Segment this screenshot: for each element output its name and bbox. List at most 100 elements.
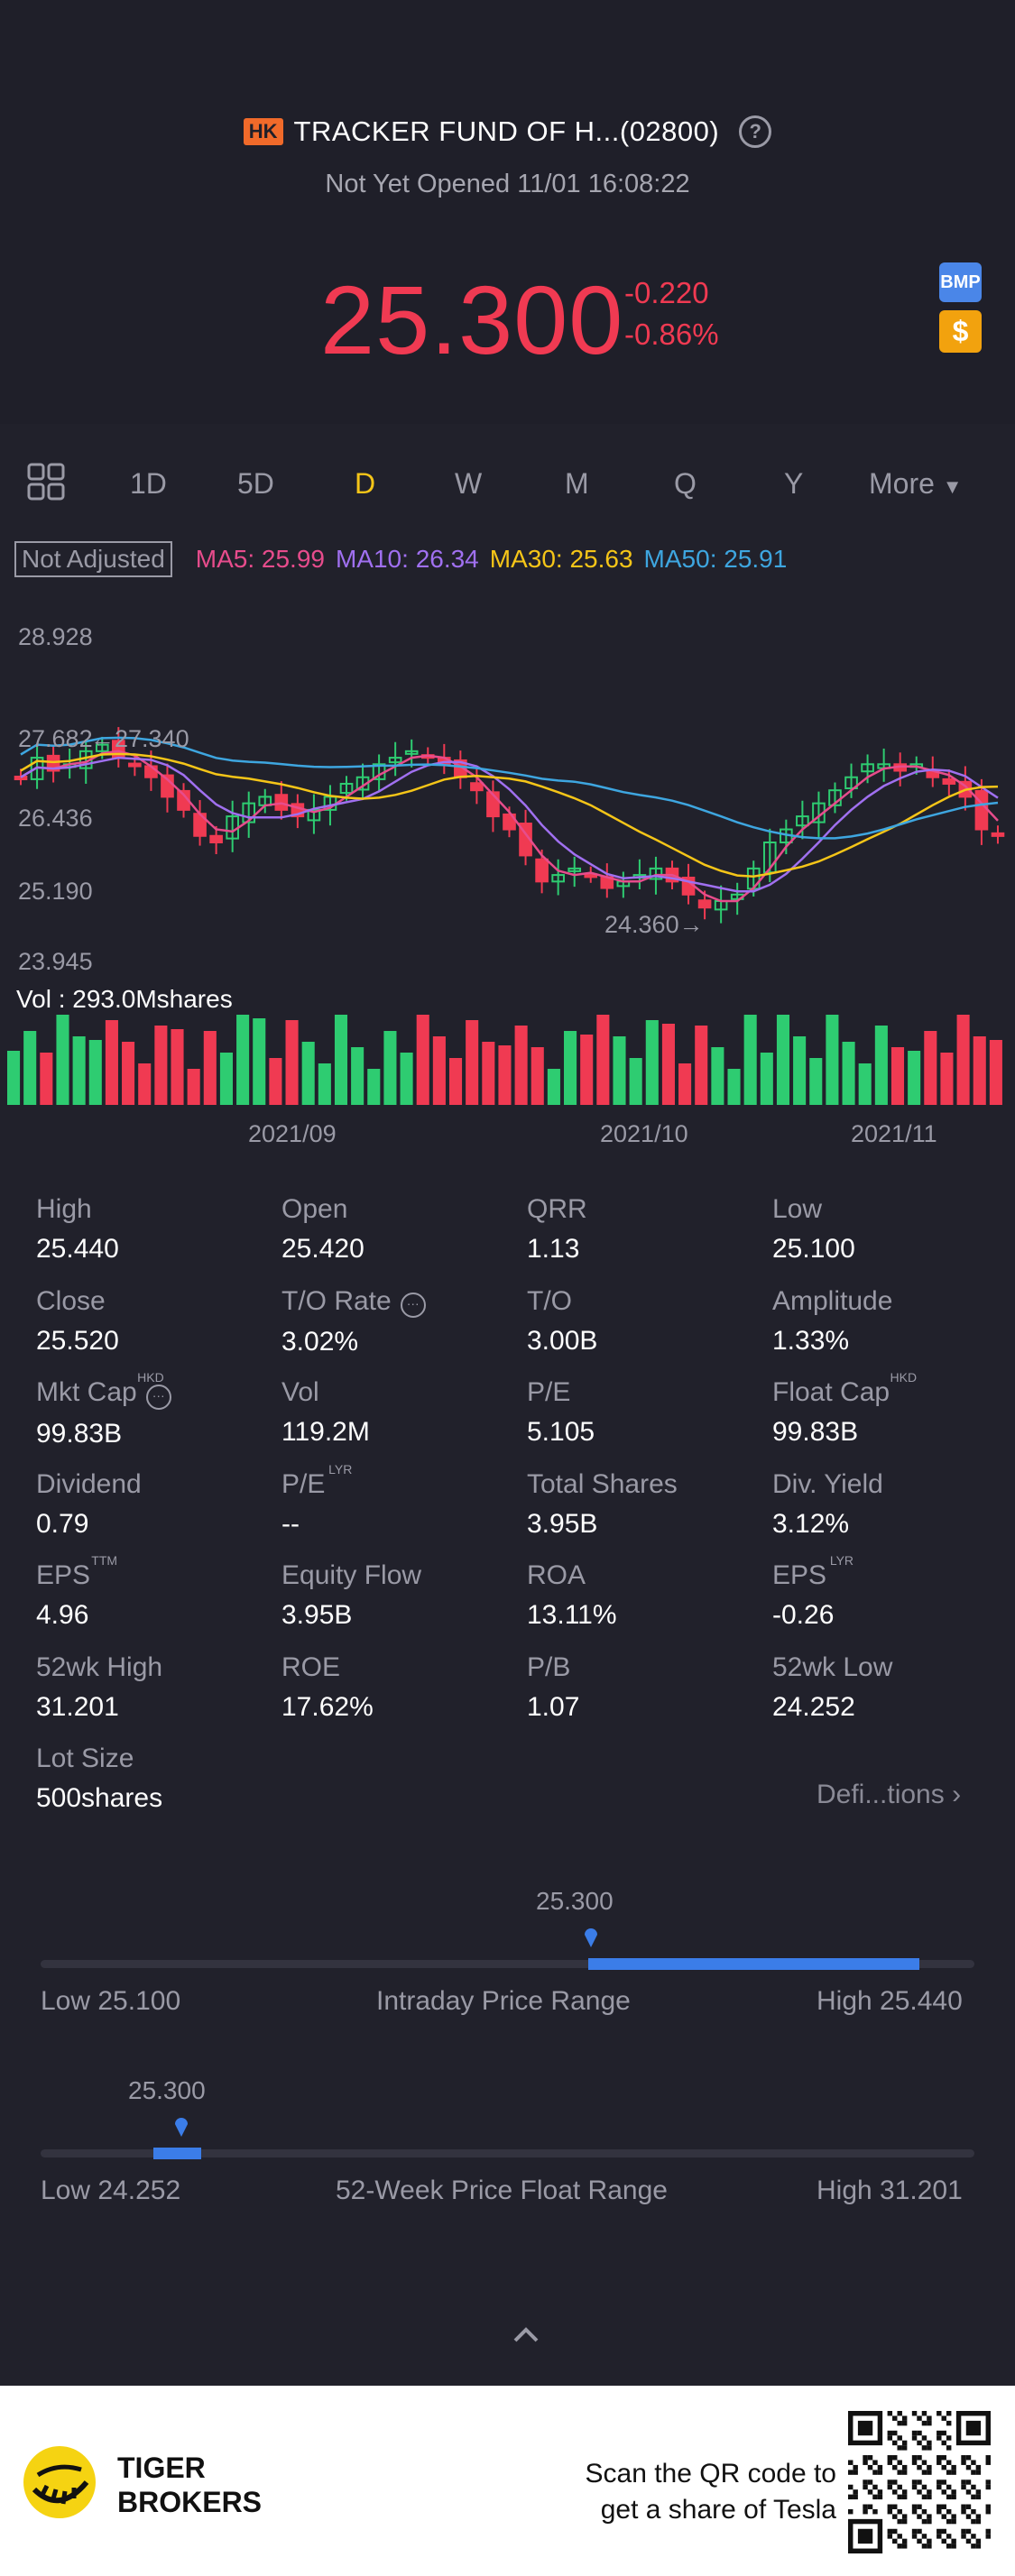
last-price: 25.300 [320, 265, 624, 374]
promo-footer[interactable]: TIGER BROKERS Scan the QR code to get a … [0, 2386, 1015, 2576]
volume-bar [973, 1036, 986, 1105]
dollar-icon[interactable]: $ [939, 310, 982, 353]
volume-group [7, 1015, 1002, 1105]
intraday-low: Low 25.100 [41, 1986, 181, 2016]
stat-label-row: Close [36, 1286, 271, 1317]
volume-bar [661, 1024, 675, 1105]
x-tick-label: 2021/11 [851, 1120, 937, 1147]
stat-sup: LYR [829, 1553, 854, 1568]
intraday-title: Intraday Price Range [376, 1986, 631, 2016]
volume-bar [531, 1047, 544, 1105]
week52-title: 52-Week Price Float Range [336, 2176, 668, 2205]
candlestick-chart[interactable]: 28.928 27.682 ←27.340 26.436 25.190 24.3… [0, 613, 1015, 1164]
stat-item: Low 25.100 [772, 1194, 1007, 1265]
volume-bar [253, 1018, 266, 1105]
stat-label-row: T/O Rate ··· [281, 1286, 516, 1319]
location-pin-icon [585, 1928, 597, 1947]
stat-label: Dividend [36, 1468, 142, 1499]
stat-label-row: 52wk High [36, 1652, 271, 1683]
candle-body [567, 867, 582, 872]
layout-grid-icon[interactable] [27, 463, 65, 501]
stat-label: T/O [527, 1285, 572, 1316]
stat-label: EPS [772, 1560, 827, 1590]
volume-bar [842, 1042, 855, 1105]
stat-item: 52wk Low 24.252 [772, 1652, 1007, 1723]
volume-bar [88, 1040, 102, 1105]
candle-body [796, 815, 809, 827]
tab-y[interactable]: Y [784, 467, 804, 500]
tab-w[interactable]: W [455, 467, 483, 500]
stat-label: Float Cap [772, 1377, 890, 1407]
stat-label: Lot Size [36, 1743, 134, 1773]
stat-label: ROA [527, 1560, 586, 1590]
quote-header: HK TRACKER FUND OF H...(02800) ? Not Yet… [0, 0, 1015, 424]
chevron-up-icon[interactable] [512, 2325, 540, 2343]
y-tick-label: 26.436 [18, 805, 93, 832]
ma10-value: MA10: 26.34 [335, 545, 479, 573]
volume-bar [580, 1035, 594, 1105]
stat-item: Close 25.520 [36, 1286, 271, 1357]
stat-value: 13.11% [527, 1600, 617, 1630]
tab-d[interactable]: D [355, 467, 376, 500]
week52-fill [153, 2148, 201, 2159]
stat-value: 99.83B [36, 1418, 123, 1449]
volume-bar [711, 1047, 724, 1105]
stat-item: Equity Flow 3.95B [281, 1560, 516, 1631]
stat-item: EPS TTM 4.96 [36, 1553, 271, 1631]
volume-bar [989, 1040, 1002, 1105]
adjust-toggle[interactable]: Not Adjusted [14, 541, 172, 577]
stat-value: 3.00B [527, 1325, 598, 1356]
stat-label: T/O Rate [281, 1285, 392, 1316]
volume-bar [645, 1020, 659, 1105]
y-tick-label: 25.190 [18, 878, 93, 905]
stat-label-row: High [36, 1194, 271, 1225]
candle-body [470, 782, 484, 792]
stat-label-row: QRR [527, 1194, 761, 1225]
week52-high: High 31.201 [817, 2176, 963, 2205]
stat-value: -- [281, 1508, 300, 1539]
tab-q[interactable]: Q [674, 467, 697, 500]
tab-more[interactable]: More ▼ [869, 467, 963, 501]
stat-value: 17.62% [281, 1691, 374, 1722]
tab-m[interactable]: M [565, 467, 589, 500]
definitions-link[interactable]: Defi...tions › [817, 1780, 961, 1810]
ma5-value: MA5: 25.99 [195, 545, 325, 573]
high-marker: ←27.340 [90, 725, 189, 752]
volume-bar [219, 1053, 233, 1105]
tab-1d[interactable]: 1D [130, 467, 167, 500]
volume-bar [72, 1036, 86, 1105]
stat-value: 3.95B [281, 1600, 353, 1630]
tab-5d[interactable]: 5D [237, 467, 274, 500]
candle-body [388, 757, 402, 764]
candle-body [697, 899, 712, 909]
more-info-icon[interactable]: ··· [145, 1384, 171, 1410]
scan-text: Scan the QR code to get a share of Tesla [586, 2456, 837, 2528]
ma-line [20, 756, 999, 893]
help-icon[interactable]: ? [739, 115, 772, 148]
qr-code[interactable] [848, 2411, 991, 2553]
volume-bar [826, 1015, 839, 1105]
stat-value: 31.201 [36, 1691, 119, 1722]
volume-bar [7, 1051, 21, 1105]
stat-value: 500shares [36, 1783, 163, 1813]
ma-line [20, 736, 999, 840]
stat-label-row: EPS TTM [36, 1553, 271, 1591]
definitions-label: Defi...tions [817, 1780, 945, 1809]
volume-bar [23, 1031, 37, 1105]
tiger-logo-icon [23, 2446, 96, 2518]
stat-label-row: T/O [527, 1286, 761, 1317]
volume-bar [56, 1015, 69, 1105]
stat-item: Div. Yield 3.12% [772, 1469, 1007, 1540]
stat-sup: HKD [890, 1370, 918, 1385]
stat-label-row: P/E [527, 1377, 761, 1408]
stat-label-wrap: EPS LYR [772, 1553, 854, 1591]
volume-bar [122, 1042, 135, 1105]
volume-bar [318, 1063, 331, 1105]
stat-sup: HKD [137, 1370, 164, 1385]
volume-bar [301, 1042, 315, 1105]
bmp-icon[interactable]: BMP [939, 262, 982, 302]
more-info-icon[interactable]: ··· [400, 1293, 426, 1319]
stat-label-row: Dividend [36, 1469, 271, 1500]
stat-label-row: Float Cap HKD [772, 1370, 1007, 1408]
stat-item: T/O Rate ··· 3.02% [281, 1286, 516, 1358]
